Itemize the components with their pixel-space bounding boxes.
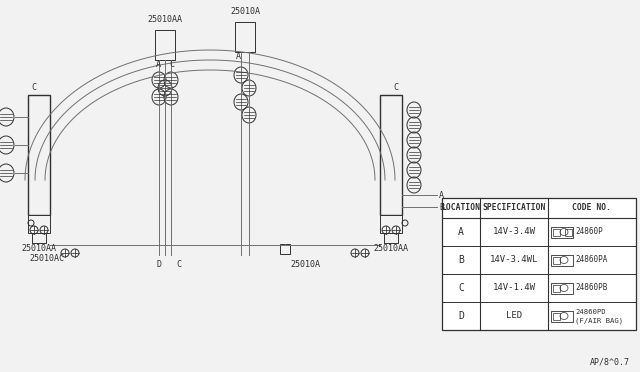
Text: A: A <box>439 190 444 199</box>
Bar <box>552 285 559 292</box>
Bar <box>155 30 175 60</box>
Bar <box>552 228 559 235</box>
Bar <box>442 198 636 330</box>
Bar <box>380 95 402 215</box>
Text: SPECIFICATION: SPECIFICATION <box>483 203 546 212</box>
Bar <box>28 95 50 215</box>
Bar <box>551 282 573 294</box>
Bar <box>235 22 255 52</box>
Bar <box>380 215 402 233</box>
Text: 25010A: 25010A <box>290 260 320 269</box>
Text: 14V-3.4WL: 14V-3.4WL <box>490 256 538 264</box>
Bar <box>551 254 573 266</box>
Bar <box>564 228 572 235</box>
Text: 25010A: 25010A <box>230 7 260 16</box>
Bar <box>551 311 573 321</box>
Text: A: A <box>236 52 241 61</box>
Text: C: C <box>177 260 182 269</box>
Text: AP/8^0.7: AP/8^0.7 <box>590 357 630 366</box>
Text: C: C <box>170 60 175 69</box>
Text: B: B <box>439 202 444 212</box>
Text: 24860PA: 24860PA <box>575 256 607 264</box>
Text: 24860PD: 24860PD <box>575 309 605 315</box>
Text: D: D <box>458 311 464 321</box>
Text: 14V-3.4W: 14V-3.4W <box>493 228 536 237</box>
Text: B: B <box>458 255 464 265</box>
Bar <box>552 312 559 320</box>
Text: 25010AA: 25010AA <box>374 244 408 253</box>
Text: LOCATION: LOCATION <box>442 203 481 212</box>
Text: 14V-1.4W: 14V-1.4W <box>493 283 536 292</box>
Bar <box>552 257 559 263</box>
Text: 25010AA: 25010AA <box>22 244 56 253</box>
Text: C: C <box>31 83 36 92</box>
Text: CODE NO.: CODE NO. <box>573 203 611 212</box>
Text: 25010AA: 25010AA <box>147 15 182 24</box>
Bar <box>28 215 50 233</box>
Text: (F/AIR BAG): (F/AIR BAG) <box>575 318 623 324</box>
Text: 25010AC: 25010AC <box>29 254 65 263</box>
Text: D: D <box>157 260 161 269</box>
Text: A: A <box>156 60 161 69</box>
Text: 24860P: 24860P <box>575 228 603 237</box>
Text: 24860PB: 24860PB <box>575 283 607 292</box>
Bar <box>280 244 290 254</box>
Text: C: C <box>394 83 399 92</box>
Text: LED: LED <box>506 311 522 321</box>
Bar <box>551 227 573 237</box>
Text: A: A <box>458 227 464 237</box>
Text: C: C <box>458 283 464 293</box>
